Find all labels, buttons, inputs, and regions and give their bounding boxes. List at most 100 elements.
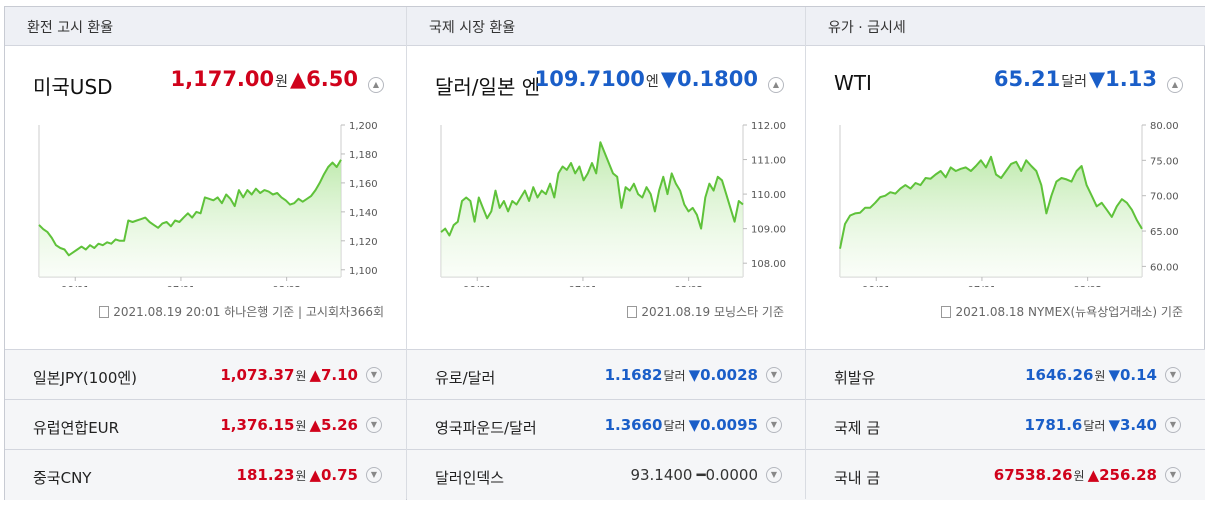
document-icon — [941, 306, 952, 318]
list-item-value: 67538.26 — [993, 466, 1073, 484]
list-item-name: 중국CNY — [33, 469, 92, 487]
list-item[interactable]: 국제 금 1781.6달러 ▼3.40 ▼ — [806, 399, 1205, 450]
main-price-change: ▼0.1800 — [660, 67, 758, 91]
list-item-value: 1.3660 — [604, 416, 663, 434]
chart-source: 2021.08.19 모닝스타 기준 — [627, 303, 784, 320]
x-tick-label: 07/01 — [968, 285, 997, 287]
panel-oil-gold: 유가 · 금시세 WTI 65.21달러▼1.13 ▲ 80.00 75.00 70… — [805, 7, 1205, 500]
collapse-chevron-up-icon[interactable]: ▲ — [768, 77, 784, 93]
list-item-price: 1781.6달러 ▼3.40 — [1024, 416, 1157, 434]
x-tick-label: 07/01 — [569, 285, 598, 287]
list-item[interactable]: 국내 금 67538.26원 ▲256.28 ▼ — [806, 449, 1205, 500]
y-tick-label: 70.00 — [1150, 192, 1179, 203]
list-item-value: 1,376.15 — [220, 416, 295, 434]
chevron-down-icon[interactable]: ▼ — [766, 367, 782, 383]
chart-usd-jpy: 112.00 111.00 110.00 109.00 108.00 06/01 07/01… — [440, 121, 786, 287]
list-item-price: 1,073.37원 ▲7.10 — [220, 366, 358, 384]
main-price: 1,177.00원▲6.50 — [171, 67, 359, 91]
x-tick-label: 06/01 — [862, 285, 891, 287]
y-tick-label: 1,180 — [349, 150, 378, 161]
chart-source: 2021.08.18 NYMEX(뉴욕상업거래소) 기준 — [941, 303, 1183, 320]
main-price: 65.21달러▼1.13 — [994, 67, 1157, 91]
list-item-value: 1646.26 — [1025, 366, 1094, 384]
series-line — [440, 141, 744, 237]
chevron-down-icon[interactable]: ▼ — [1165, 467, 1181, 483]
chart-source-text: 2021.08.19 20:01 하나은행 기준 | 고시회차366회 — [113, 305, 384, 319]
y-tick-label: 110.00 — [751, 190, 786, 201]
x-tick-label: 08/02 — [1073, 285, 1102, 287]
chevron-down-icon[interactable]: ▼ — [766, 467, 782, 483]
collapse-chevron-up-icon[interactable]: ▲ — [1167, 77, 1183, 93]
main-price-change: ▼1.13 — [1089, 67, 1157, 91]
chevron-down-icon[interactable]: ▼ — [366, 417, 382, 433]
y-tick-label: 112.00 — [751, 121, 786, 132]
chevron-down-icon[interactable]: ▼ — [366, 467, 382, 483]
x-tick-label: 06/01 — [61, 285, 90, 287]
y-tick-label: 60.00 — [1150, 262, 1179, 273]
list-item[interactable]: 영국파운드/달러 1.3660달러 ▼0.0095 ▼ — [407, 399, 806, 450]
chart-source: 2021.08.19 20:01 하나은행 기준 | 고시회차366회 — [99, 303, 384, 320]
x-tick-label: 08/02 — [272, 285, 301, 287]
panel-header-label: 국제 시장 환율 — [429, 20, 516, 36]
chart-source-text: 2021.08.18 NYMEX(뉴욕상업거래소) 기준 — [955, 305, 1183, 319]
list-item-change: ▼0.0095 — [688, 416, 758, 434]
chart-source-text: 2021.08.19 모닝스타 기준 — [641, 305, 784, 319]
chevron-down-icon[interactable]: ▼ — [1165, 367, 1181, 383]
y-tick-label: 80.00 — [1150, 121, 1179, 132]
list-item-value: 181.23 — [236, 466, 295, 484]
y-tick-label: 109.00 — [751, 225, 786, 236]
list-item-unit: 원 — [1073, 469, 1085, 483]
series-area — [840, 156, 1142, 277]
chart-usd: 1,200 1,180 1,160 1,140 1,120 1,100 06/01 07/01… — [38, 121, 378, 287]
list-item-name: 영국파운드/달러 — [435, 419, 537, 437]
list-item[interactable]: 유럽연합EUR 1,376.15원 ▲5.26 ▼ — [5, 399, 406, 450]
list-item-unit: 원 — [295, 369, 307, 383]
main-price-unit: 달러 — [1061, 74, 1088, 90]
list-item-unit: 원 — [1094, 369, 1106, 383]
y-tick-label: 1,200 — [349, 121, 378, 132]
chart-wti: 80.00 75.00 70.00 65.00 60.00 06/01 07/01 08/02 — [839, 121, 1179, 287]
y-tick-label: 1,100 — [349, 266, 378, 277]
panel-international-market: 국제 시장 환율 달러/일본 엔 109.7100엔▼0.1800 ▲ 112.… — [406, 7, 806, 500]
y-tick-label: 1,140 — [349, 208, 378, 219]
list-item-value: 93.1400 — [630, 466, 693, 484]
list-item-price: 67538.26원 ▲256.28 — [994, 466, 1157, 484]
list-item-change: ▲0.75 — [309, 466, 358, 484]
list-item[interactable]: 유로/달러 1.1682달러 ▼0.0028 ▼ — [407, 349, 806, 400]
main-currency-name: 미국USD — [33, 75, 113, 99]
list-item-name: 일본JPY(100엔) — [33, 369, 138, 387]
list-item-price: 1.3660달러 ▼0.0095 — [605, 416, 758, 434]
y-tick-label: 65.00 — [1150, 227, 1179, 238]
chevron-down-icon[interactable]: ▼ — [766, 417, 782, 433]
list-item-unit: 달러 — [663, 419, 686, 433]
list-item-name: 국내 금 — [834, 469, 881, 487]
exchange-widget: 환전 고시 환율 미국USD 1,177.00원▲6.50 ▲ 1,200 1,1… — [4, 6, 1205, 500]
main-price: 109.7100엔▼0.1800 — [535, 67, 758, 91]
list-item[interactable]: 중국CNY 181.23원 ▲0.75 ▼ — [5, 449, 406, 500]
chevron-down-icon[interactable]: ▼ — [1165, 417, 1181, 433]
panel-header: 국제 시장 환율 — [407, 7, 806, 46]
panel-exchange-notice: 환전 고시 환율 미국USD 1,177.00원▲6.50 ▲ 1,200 1,1… — [5, 7, 406, 500]
list-item-name: 달러인덱스 — [435, 469, 505, 487]
y-tick-label: 108.00 — [751, 259, 786, 270]
document-icon — [627, 306, 638, 318]
main-price-unit: 엔 — [645, 74, 659, 90]
list-item-value: 1,073.37 — [220, 366, 295, 384]
y-tick-label: 1,120 — [349, 237, 378, 248]
list-item-unit: 원 — [295, 469, 307, 483]
main-price-value: 1,177.00 — [170, 67, 275, 91]
list-item-change: ▲256.28 — [1087, 466, 1157, 484]
collapse-chevron-up-icon[interactable]: ▲ — [368, 77, 384, 93]
list-item[interactable]: 휘발유 1646.26원 ▼0.14 ▼ — [806, 349, 1205, 400]
list-item[interactable]: 달러인덱스 93.1400 ━0.0000 ▼ — [407, 449, 806, 500]
list-item-price: 1,376.15원 ▲5.26 — [220, 416, 358, 434]
list-item-price: 93.1400 ━0.0000 — [630, 466, 758, 484]
chevron-down-icon[interactable]: ▼ — [366, 367, 382, 383]
panel-header: 유가 · 금시세 — [806, 7, 1205, 46]
list-item-change: ▼0.0028 — [688, 366, 758, 384]
document-icon — [99, 306, 110, 318]
list-item-change: ▼0.14 — [1108, 366, 1157, 384]
panel-header-label: 유가 · 금시세 — [828, 20, 906, 36]
list-item[interactable]: 일본JPY(100엔) 1,073.37원 ▲7.10 ▼ — [5, 349, 406, 400]
x-tick-label: 07/01 — [167, 285, 196, 287]
